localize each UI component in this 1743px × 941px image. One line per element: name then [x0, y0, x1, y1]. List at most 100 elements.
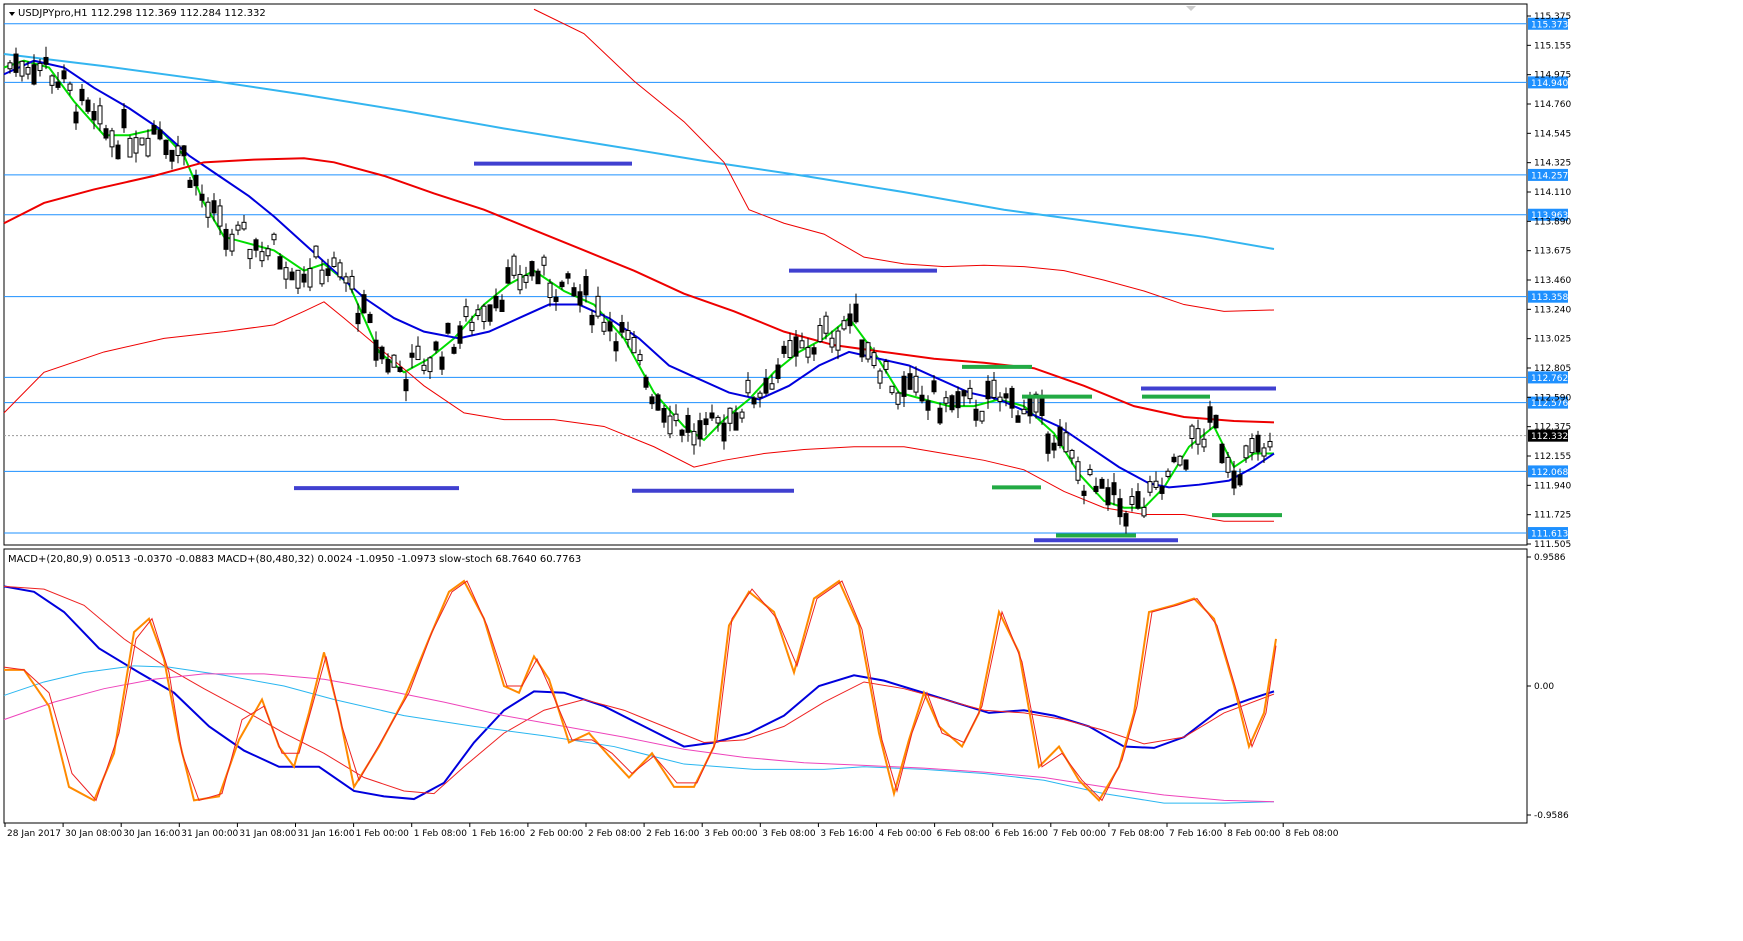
level-price-label: 112.762: [1531, 374, 1568, 384]
candle-body: [1111, 482, 1117, 496]
oscillator-axis: 0.9586 0.00 -0.9586: [1527, 553, 1569, 821]
price-pane[interactable]: 115.373 114.940 114.257 113.963 113.358 112.7…: [3, 3, 1571, 550]
candle-body: [109, 130, 115, 148]
candle-body: [133, 137, 139, 154]
time-tick-label: 2 Feb 00:00: [530, 829, 584, 839]
candle-body: [1225, 456, 1231, 473]
oscillator-tick-label: -0.9586: [1534, 811, 1569, 821]
candle-body: [937, 407, 943, 424]
lower-envelope-line: [3, 301, 1274, 522]
oscillator-series-line: [3, 585, 1275, 795]
candle-body: [157, 129, 163, 140]
candle-body: [169, 149, 175, 162]
candle-body: [211, 200, 217, 214]
candle-body: [607, 321, 613, 332]
candle-body: [367, 313, 373, 324]
level-price-label: 115.373: [1531, 20, 1568, 30]
candle-body: [1081, 490, 1087, 496]
oscillator-series-line: [3, 665, 1275, 804]
candle-body: [79, 88, 85, 102]
candle-body: [691, 430, 697, 446]
candle-body: [979, 410, 985, 422]
level-price-label: 113.358: [1531, 293, 1568, 303]
candle-body: [91, 110, 97, 121]
candle-body: [667, 415, 673, 435]
time-axis: 28 Jan 2017 30 Jan 08:00 30 Jan 16:00 31 Ja…: [4, 823, 1339, 839]
dropdown-triangle-icon[interactable]: [9, 12, 15, 16]
candle-body: [1237, 474, 1243, 486]
time-tick-label: 2 Feb 16:00: [646, 829, 700, 839]
candle-body: [391, 354, 397, 368]
candle-body: [577, 291, 583, 306]
time-tick-label: 31 Jan 08:00: [239, 829, 296, 839]
candle-body: [451, 346, 457, 354]
candle-body: [925, 400, 931, 411]
candle-body: [1213, 414, 1219, 429]
candle-body: [289, 271, 295, 281]
oscillator-series-line: [3, 673, 1275, 803]
candle-body: [1219, 443, 1225, 464]
candle-body: [943, 397, 949, 404]
candle-body: [265, 248, 271, 257]
price-tick-label: 113.675: [1534, 247, 1571, 257]
candle-body: [1021, 408, 1027, 415]
candle-body: [715, 416, 721, 424]
candle-body: [43, 56, 49, 65]
candle-body: [1267, 440, 1273, 448]
candle-body: [361, 294, 367, 314]
upper-envelope-line: [533, 8, 1275, 312]
candle-body: [103, 128, 109, 139]
price-tick-label: 115.155: [1534, 41, 1571, 51]
candle-body: [421, 364, 427, 371]
time-tick-label: 3 Feb 16:00: [820, 829, 874, 839]
candle-body: [223, 228, 229, 250]
candle-body: [379, 346, 385, 360]
candle-body: [7, 62, 13, 70]
candle-body: [1069, 449, 1075, 459]
level-price-tag: [1528, 208, 1568, 221]
candle-body: [325, 268, 331, 276]
candle-body: [751, 397, 757, 405]
candle-body: [1255, 434, 1261, 453]
time-tick-label: 7 Feb 00:00: [1053, 829, 1107, 839]
candle-body: [313, 245, 319, 258]
level-price-label: 111.613: [1531, 530, 1568, 540]
time-tick-label: 1 Feb 08:00: [414, 829, 468, 839]
oscillator-pane[interactable]: 0.9586 0.00 -0.9586 MACD+(20,80,9) 0.0513 …: [3, 548, 1569, 824]
candle-body: [871, 352, 877, 367]
candle-body: [127, 137, 133, 158]
oscillator-tick-label: 0.00: [1534, 682, 1554, 692]
candle-body: [643, 376, 649, 388]
candle-body: [73, 111, 79, 124]
candle-body: [31, 64, 37, 85]
candle-body: [343, 276, 349, 284]
price-tick-label: 112.590: [1534, 393, 1571, 403]
candle-body: [199, 193, 205, 201]
candle-body: [1027, 395, 1033, 417]
time-tick-label: 8 Feb 00:00: [1227, 829, 1281, 839]
candle-body: [37, 62, 43, 72]
candle-body: [991, 379, 997, 398]
time-tick-label: 2 Feb 08:00: [588, 829, 642, 839]
price-tick-label: 111.505: [1534, 540, 1571, 550]
candle-body: [823, 315, 829, 334]
price-tick-label: 111.725: [1534, 511, 1571, 521]
candle-body: [409, 352, 415, 358]
level-price-tag: [1528, 17, 1568, 30]
candle-body: [355, 312, 361, 325]
candle-body: [865, 342, 871, 360]
candle-body: [697, 420, 703, 440]
candle-body: [1009, 387, 1015, 409]
medium-ma-line: [3, 59, 1275, 489]
candle-body: [835, 330, 841, 351]
candle-body: [811, 347, 817, 355]
drawn-trend-segments[interactable]: [294, 161, 1282, 543]
candle-body: [1099, 478, 1105, 489]
candle-body: [1051, 442, 1057, 451]
candle-body: [415, 345, 421, 361]
candle-body: [901, 375, 907, 397]
candle-body: [1093, 485, 1099, 492]
